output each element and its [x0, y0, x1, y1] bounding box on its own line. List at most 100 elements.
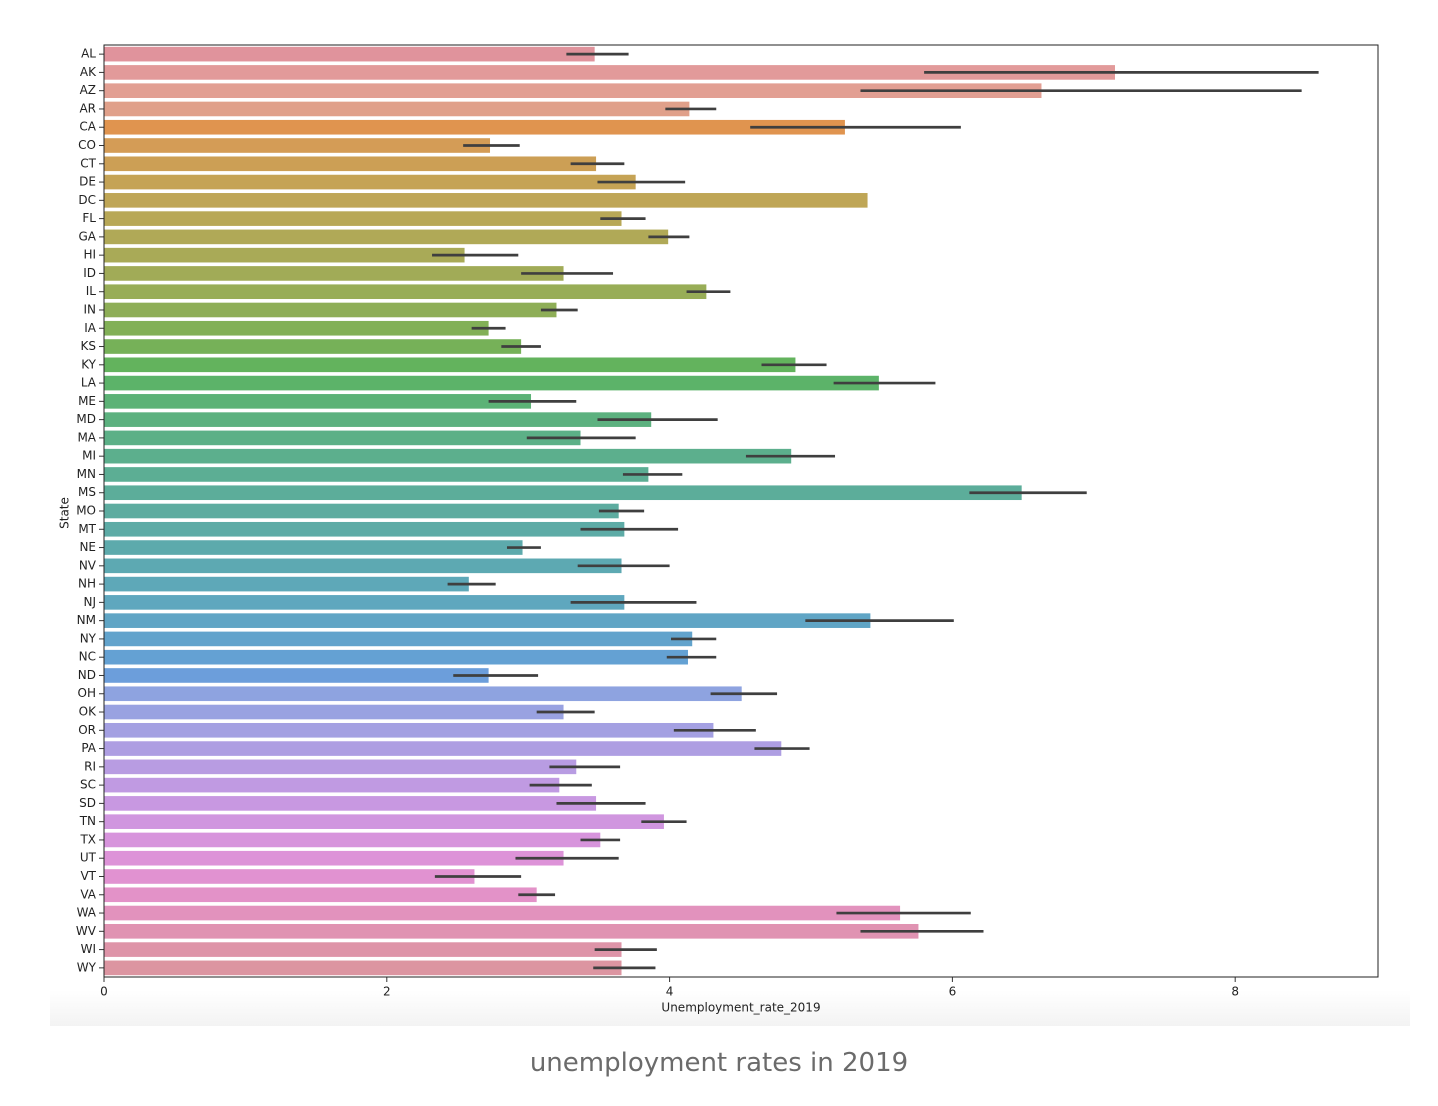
bar [104, 375, 879, 391]
y-tick-label: NH [78, 577, 96, 591]
x-tick-label: 2 [383, 985, 391, 999]
y-tick-label: NM [77, 613, 96, 627]
y-tick-label: SD [79, 796, 96, 810]
bar [104, 850, 564, 866]
y-tick-label: VT [80, 869, 96, 883]
bar [104, 832, 601, 848]
y-tick-label: WV [76, 924, 97, 938]
bar [104, 960, 622, 976]
y-tick-label: NY [80, 631, 97, 645]
bar [104, 649, 688, 665]
y-tick-label: NV [79, 558, 97, 572]
bar [104, 741, 782, 756]
y-tick-label: CT [80, 156, 96, 170]
bar [104, 193, 868, 208]
y-tick-label: GA [78, 229, 96, 243]
y-tick-label: OR [78, 723, 96, 737]
bar [104, 357, 796, 373]
y-tick-label: OH [78, 686, 96, 700]
y-tick-label: WA [77, 906, 97, 920]
bar [104, 302, 557, 318]
y-tick-label: AZ [80, 83, 96, 97]
y-tick-label: DC [78, 193, 96, 207]
image-fade [50, 990, 1410, 1026]
bar [104, 613, 871, 628]
bar [104, 339, 522, 354]
y-tick-label: LA [81, 376, 97, 390]
bar [104, 266, 564, 281]
bar [104, 668, 489, 683]
y-tick-label: AL [81, 47, 96, 61]
y-tick-label: KY [81, 357, 96, 371]
y-tick-label: MI [82, 449, 96, 463]
bar [104, 503, 619, 519]
y-tick-label: MT [78, 522, 96, 536]
y-tick-label: DE [79, 175, 96, 189]
y-tick-label: ID [83, 266, 96, 280]
bar [104, 46, 595, 62]
bar [104, 777, 560, 793]
bar [104, 485, 1022, 501]
y-tick-label: MD [76, 412, 96, 426]
y-tick-label: AK [80, 65, 97, 79]
y-tick-label: MA [77, 430, 96, 444]
bar [104, 759, 577, 775]
y-tick-label: NC [79, 650, 96, 664]
y-tick-label: MO [76, 504, 96, 518]
y-tick-label: OK [79, 705, 97, 719]
bar [104, 814, 664, 829]
bar [104, 101, 690, 117]
y-tick-label: UT [80, 851, 97, 865]
y-tick-label: KS [81, 339, 97, 353]
y-tick-label: IL [86, 284, 97, 298]
bar [104, 924, 919, 939]
bar [104, 448, 792, 464]
bar [104, 119, 845, 135]
bar [104, 521, 625, 537]
y-tick-label: SC [80, 778, 96, 792]
y-tick-label: WI [81, 942, 96, 956]
bar [104, 942, 622, 957]
x-axis-label: Unemployment_rate_2019 [661, 1001, 820, 1015]
x-tick-label: 4 [666, 985, 674, 999]
bar [104, 704, 564, 720]
bar [104, 686, 742, 702]
chart: Unemployment_rate_2019 State 0 2 4 6 8 AL AK AZ… [58, 44, 1379, 1015]
bar [104, 869, 475, 884]
bar [104, 138, 491, 153]
bar [104, 211, 622, 226]
bar [104, 796, 597, 811]
bar [104, 320, 489, 336]
bar [104, 174, 636, 190]
y-tick-label: CO [78, 138, 96, 152]
bar [104, 558, 622, 574]
bar [104, 595, 625, 610]
bar [104, 540, 523, 555]
y-tick-label: MS [78, 485, 96, 499]
bar [104, 430, 581, 446]
plot-frame [103, 44, 1379, 978]
bar [104, 887, 537, 903]
y-tick-label: RI [84, 759, 96, 773]
y-tick-label: TX [79, 832, 96, 846]
bar [104, 412, 652, 427]
y-tick-label: AR [79, 101, 96, 115]
bar [104, 65, 1115, 80]
bar [104, 284, 707, 300]
y-tick-label: MN [77, 467, 96, 481]
bar [104, 722, 714, 738]
y-tick-label: FL [82, 211, 96, 225]
y-tick-label: CA [79, 120, 96, 134]
y-tick-label: NJ [83, 595, 96, 609]
bar [104, 83, 1042, 98]
x-tick-label: 6 [949, 985, 957, 999]
y-axis-label: State [58, 497, 72, 529]
bar [104, 467, 649, 482]
y-tick-label: HI [83, 248, 96, 262]
y-tick-label: VA [80, 887, 96, 901]
bar [104, 576, 469, 592]
y-tick-label: PA [81, 741, 96, 755]
bar [104, 247, 465, 263]
